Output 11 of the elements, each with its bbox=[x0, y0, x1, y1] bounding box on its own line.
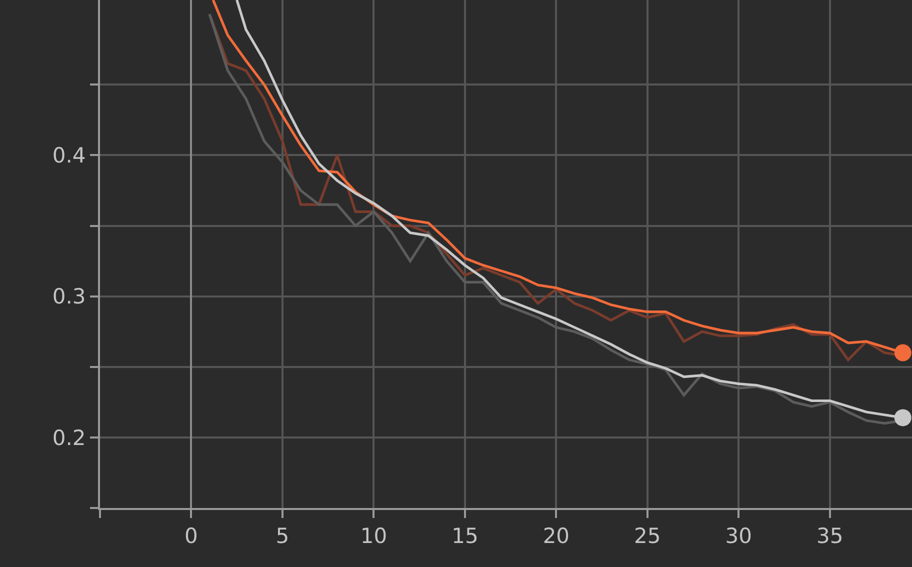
x-tick-label: 0 bbox=[184, 524, 198, 548]
x-tick-label: 35 bbox=[816, 524, 844, 548]
y-tick-label: 0.2 bbox=[52, 426, 86, 450]
x-tick-label: 5 bbox=[276, 524, 290, 548]
x-tick-label: 20 bbox=[542, 524, 570, 548]
x-tick-label: 30 bbox=[725, 524, 752, 548]
y-tick-label: 0.4 bbox=[52, 144, 86, 168]
x-tick-label: 25 bbox=[634, 524, 661, 548]
x-tick-label: 10 bbox=[360, 524, 388, 548]
x-tick-label: 15 bbox=[452, 524, 478, 548]
y-tick-label: 0.3 bbox=[52, 284, 86, 309]
